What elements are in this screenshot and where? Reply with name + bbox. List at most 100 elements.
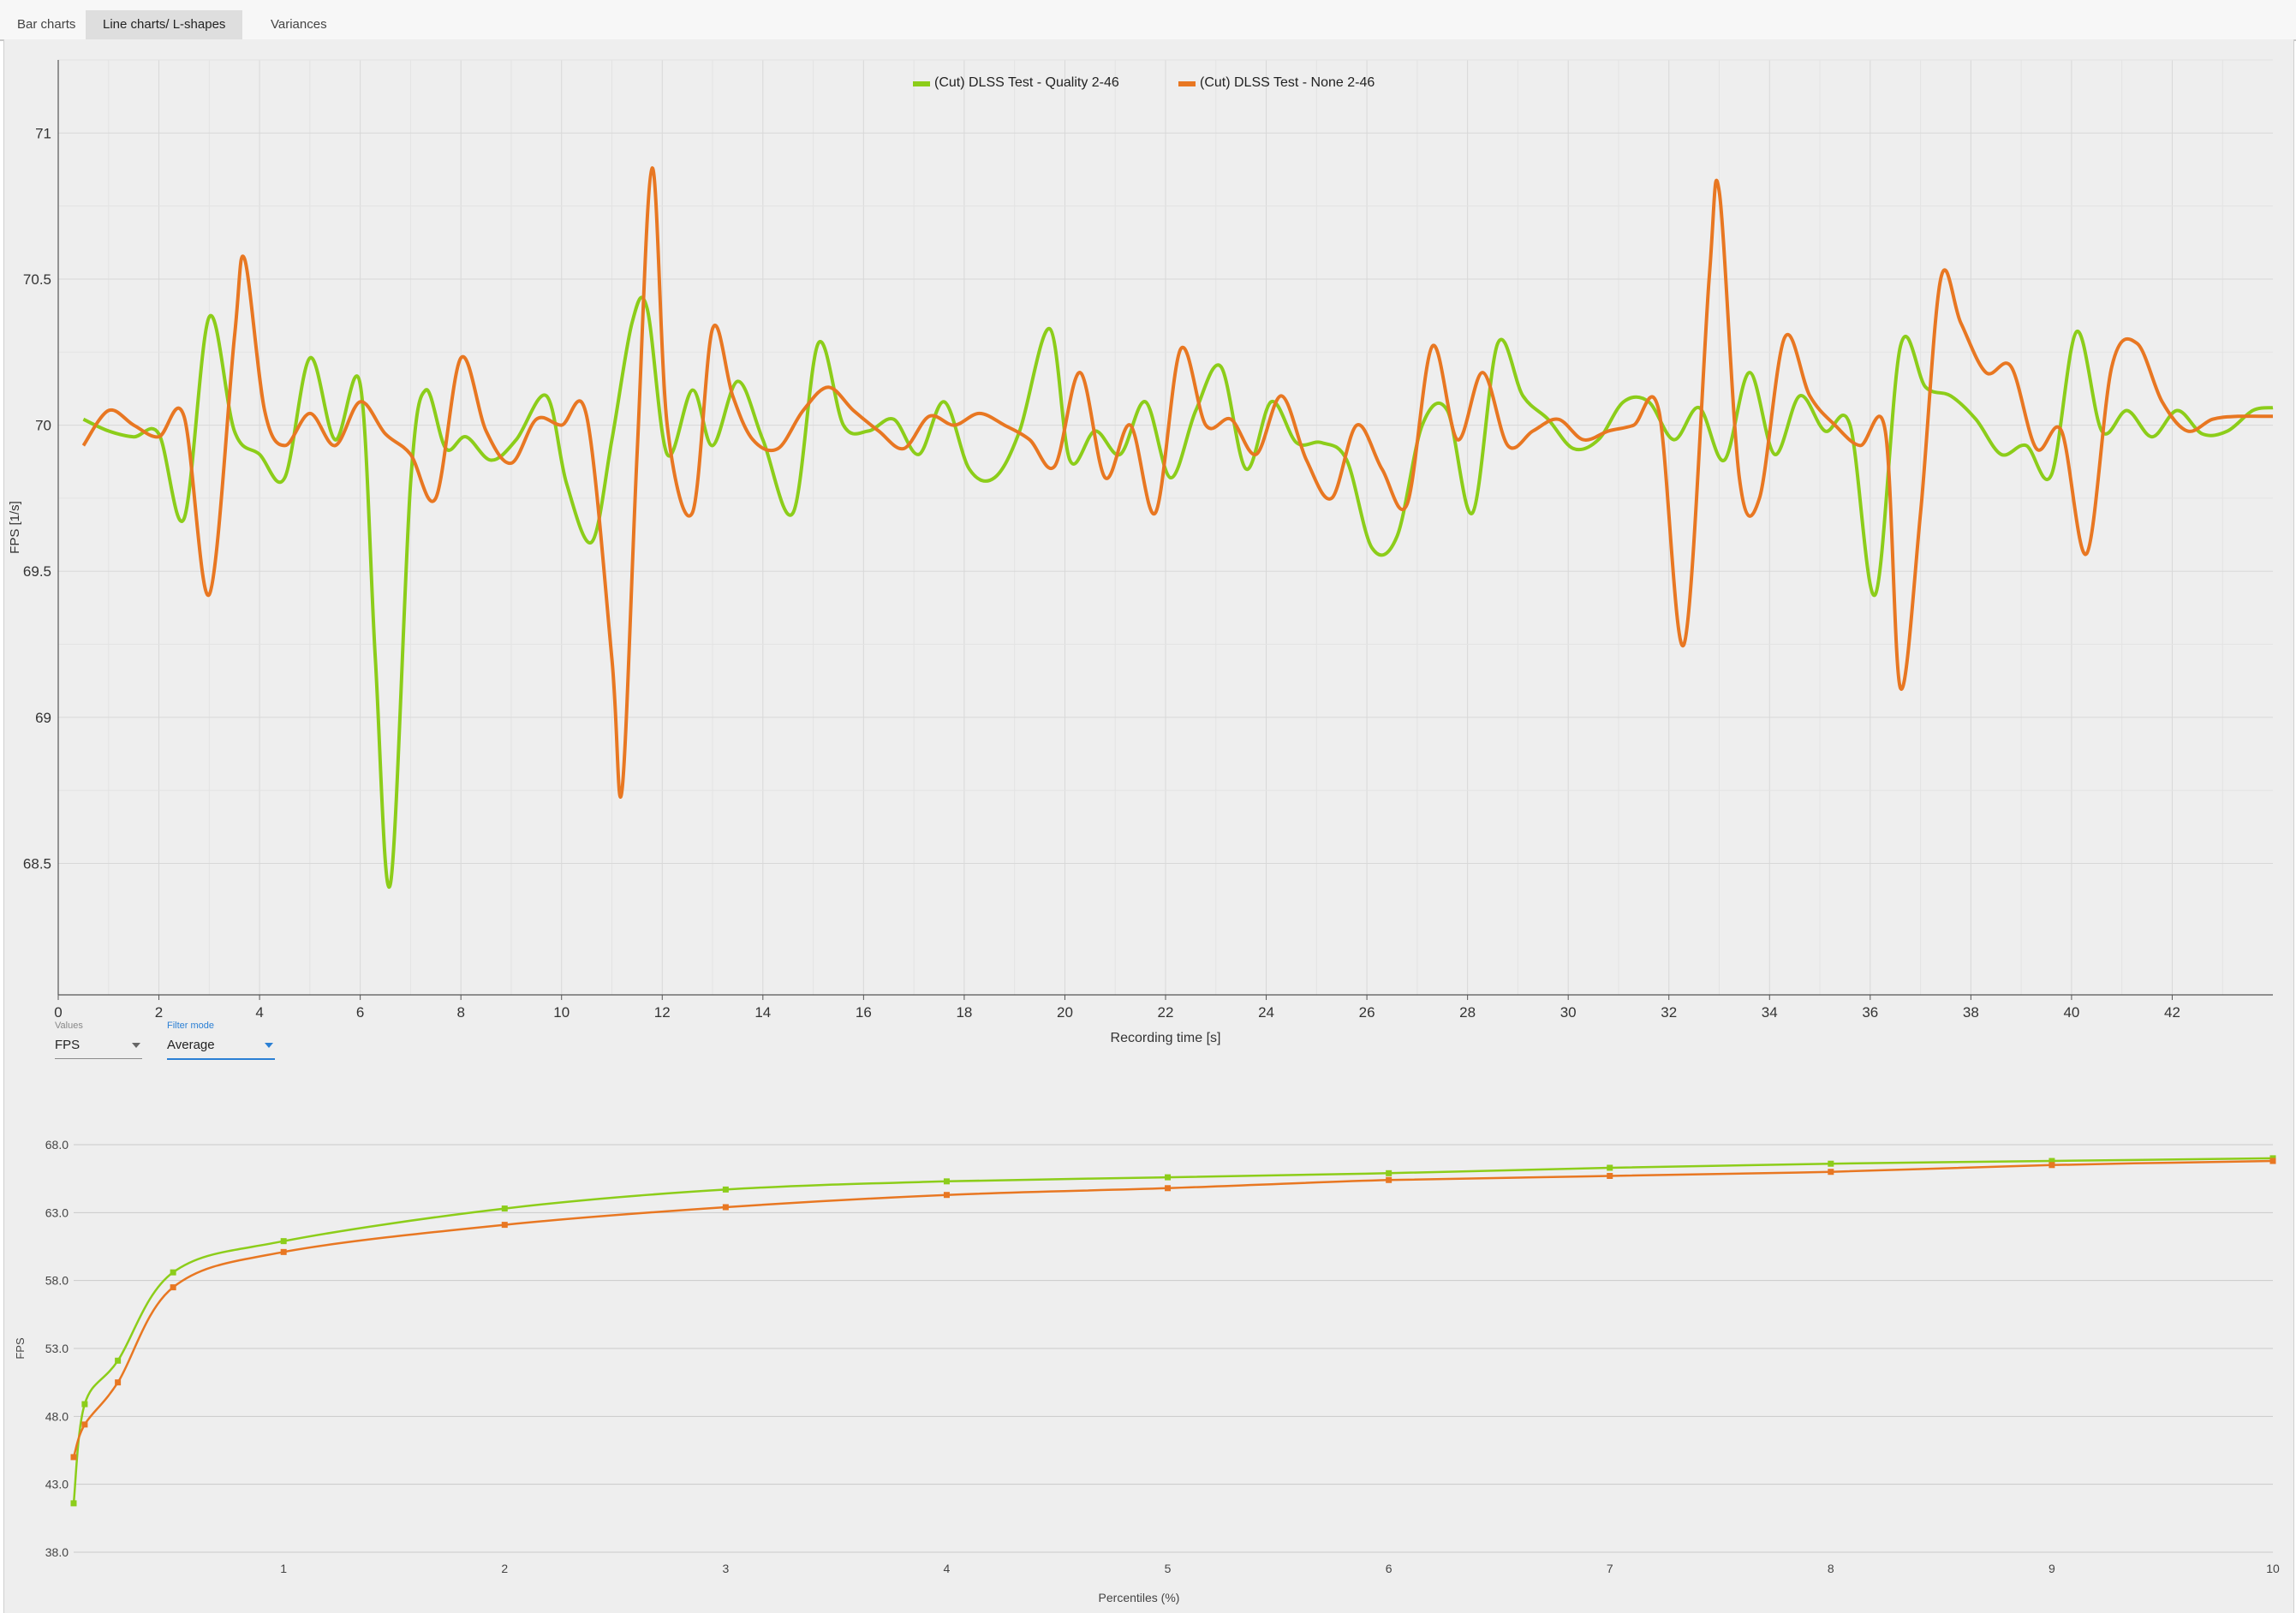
x-tick-label: 3 (722, 1562, 729, 1575)
x-axis-title: Recording time [s] (1111, 1031, 1221, 1045)
filter-mode-label: Filter mode (167, 1021, 215, 1031)
x-tick-label: 22 (1158, 1004, 1174, 1021)
percentile-chart: 38.0 43.0 48.0 53.0 58.0 63.0 68.0 1 2 3 4 5 6 7 8 9 10 P… (14, 1138, 2280, 1604)
y-tick-label: 69.5 (23, 563, 51, 580)
percentile-point[interactable] (1607, 1164, 1613, 1171)
x-tick-label: 36 (1862, 1004, 1878, 1021)
percentile-point[interactable] (722, 1186, 729, 1193)
percentile-point[interactable] (501, 1222, 508, 1229)
x-tick-label: 5 (1165, 1562, 1172, 1575)
y-tick-label: 58.0 (45, 1274, 69, 1288)
percentile-point[interactable] (115, 1379, 122, 1386)
percentile-point[interactable] (81, 1421, 88, 1428)
tab-bar: Bar charts Line charts/ L-shapes Varianc… (0, 0, 2296, 41)
percentile-line-none[interactable] (72, 1159, 2274, 1458)
values-dropdown[interactable]: Values FPS (55, 1021, 142, 1062)
x-tick-label: 8 (456, 1004, 464, 1021)
percentile-point[interactable] (280, 1248, 287, 1255)
legend-label[interactable]: (Cut) DLSS Test - Quality 2-46 (934, 75, 1119, 90)
percentile-point[interactable] (170, 1269, 176, 1276)
x-tick-label: 24 (1258, 1004, 1274, 1021)
x-tick-label: 28 (1459, 1004, 1476, 1021)
tab-line-charts[interactable]: Line charts/ L-shapes (86, 10, 243, 39)
percentile-point[interactable] (1165, 1174, 1172, 1181)
percentile-point[interactable] (943, 1178, 950, 1185)
percentile-point[interactable] (943, 1192, 950, 1199)
percentile-point[interactable] (722, 1204, 729, 1211)
percentile-point[interactable] (1165, 1185, 1172, 1192)
x-tick-label: 2 (155, 1004, 163, 1021)
series-line-quality[interactable] (82, 295, 2274, 889)
y-tick-label: 63.0 (45, 1205, 69, 1219)
percentile-point[interactable] (280, 1238, 287, 1245)
y-axis-title: FPS (14, 1337, 27, 1360)
x-tick-label: 2 (501, 1562, 508, 1575)
percentile-point[interactable] (1386, 1176, 1393, 1183)
x-tick-label: 10 (2266, 1562, 2280, 1575)
percentile-point[interactable] (1828, 1169, 1834, 1176)
percentile-point[interactable] (501, 1205, 508, 1212)
tab-variances[interactable]: Variances (271, 17, 327, 32)
x-tick-label: 42 (2164, 1004, 2180, 1021)
percentile-point[interactable] (2269, 1158, 2276, 1164)
values-selected: FPS (55, 1038, 81, 1052)
percentile-point[interactable] (115, 1357, 122, 1364)
chevron-down-icon (132, 1043, 140, 1048)
percentile-point[interactable] (70, 1454, 77, 1461)
x-tick-label: 9 (2049, 1562, 2055, 1575)
legend-swatch[interactable] (913, 81, 930, 86)
percentile-point[interactable] (170, 1284, 176, 1291)
filter-mode-selected: Average (167, 1038, 215, 1052)
x-tick-label: 20 (1057, 1004, 1073, 1021)
percentile-point[interactable] (1607, 1172, 1613, 1179)
legend-label[interactable]: (Cut) DLSS Test - None 2-46 (1200, 75, 1375, 90)
y-tick-label: 48.0 (45, 1409, 69, 1423)
series-line-none[interactable] (81, 166, 2274, 799)
percentile-point[interactable] (2049, 1162, 2055, 1169)
x-tick-label: 8 (1828, 1562, 1834, 1575)
y-tick-label: 70.5 (23, 271, 51, 288)
x-tick-label: 18 (956, 1004, 972, 1021)
y-tick-label: 71 (35, 125, 51, 141)
legend-swatch[interactable] (1178, 81, 1196, 86)
x-tick-label: 6 (1386, 1562, 1393, 1575)
x-tick-label: 34 (1762, 1004, 1778, 1021)
values-label: Values (55, 1021, 83, 1031)
percentile-line-quality[interactable] (72, 1157, 2274, 1504)
y-tick-label: 70 (35, 418, 51, 434)
chevron-down-icon (265, 1043, 273, 1048)
x-tick-label: 4 (944, 1562, 951, 1575)
y-tick-label: 38.0 (45, 1545, 69, 1559)
legend: (Cut) DLSS Test - Quality 2-46 (Cut) DLSS… (913, 75, 1375, 90)
y-tick-label: 68.0 (45, 1138, 69, 1152)
x-tick-label: 26 (1359, 1004, 1375, 1021)
x-axis-title: Percentiles (%) (1099, 1591, 1180, 1604)
x-tick-label: 30 (1560, 1004, 1577, 1021)
x-tick-label: 1 (280, 1562, 287, 1575)
y-axis-title: FPS [1/s] (8, 501, 22, 554)
x-tick-label: 6 (356, 1004, 364, 1021)
x-tick-label: 32 (1661, 1004, 1677, 1021)
percentile-point[interactable] (81, 1401, 88, 1408)
content-panel (3, 39, 2294, 1613)
x-tick-label: 10 (553, 1004, 570, 1021)
percentile-point[interactable] (2049, 1158, 2055, 1164)
x-tick-label: 16 (856, 1004, 872, 1021)
tab-bar-charts[interactable]: Bar charts (17, 17, 76, 32)
y-tick-label: 53.0 (45, 1342, 69, 1355)
percentile-point[interactable] (70, 1500, 77, 1507)
percentile-point[interactable] (1828, 1160, 1834, 1167)
percentile-point[interactable] (1386, 1170, 1393, 1176)
x-tick-label: 4 (255, 1004, 263, 1021)
x-tick-label: 14 (754, 1004, 771, 1021)
x-tick-label: 12 (654, 1004, 671, 1021)
y-tick-label: 43.0 (45, 1478, 69, 1491)
x-tick-label: 0 (54, 1004, 62, 1021)
y-tick-label: 68.5 (23, 855, 51, 872)
x-tick-label: 7 (1607, 1562, 1613, 1575)
filter-mode-dropdown[interactable]: Filter mode Average (167, 1021, 275, 1062)
x-tick-label: 40 (2063, 1004, 2079, 1021)
y-tick-label: 69 (35, 710, 51, 726)
x-tick-label: 38 (1963, 1004, 1979, 1021)
